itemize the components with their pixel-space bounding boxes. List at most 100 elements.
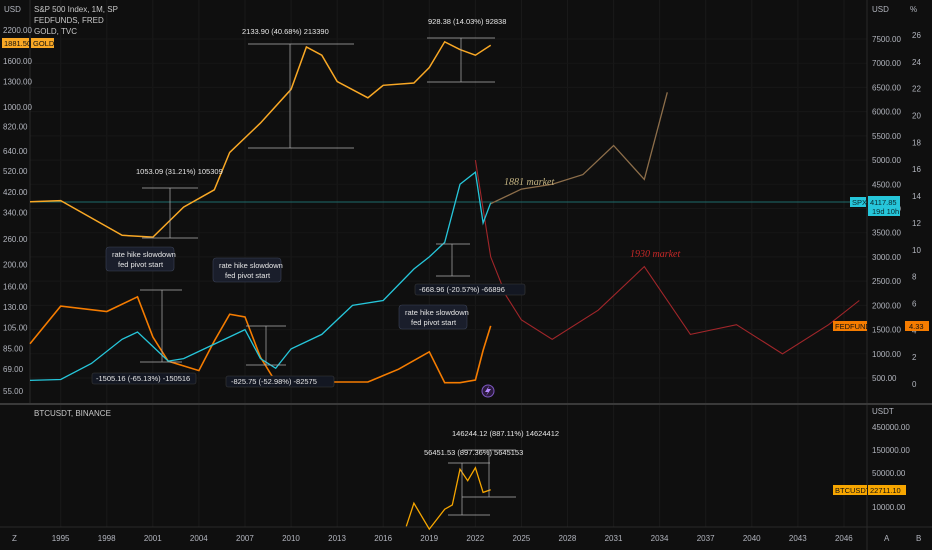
fed-name: FEDFUNDS [835, 322, 876, 331]
pct-tick-label: 10 [912, 246, 921, 255]
x-tick-label: 2025 [512, 534, 530, 543]
x-tick-label: 2007 [236, 534, 254, 543]
left-tick-label: 2200.00 [3, 26, 32, 35]
left-tick-label: 640.00 [3, 147, 28, 156]
x-tick-label: 2046 [835, 534, 853, 543]
btc-tick-label: 50000.00 [872, 469, 906, 478]
projection-1881-label: 1881 market [504, 177, 554, 188]
spx-drop-2-label: -825.75 (-52.98%) -82575 [231, 377, 317, 386]
lightning-glyph [485, 386, 491, 396]
left-tick-label: 1600.00 [3, 57, 32, 66]
spx-name: SPX [852, 198, 867, 207]
x-tick-label: 2016 [374, 534, 392, 543]
spx-drop-1-box [91, 372, 197, 385]
fedfunds-line [29, 295, 492, 384]
pct-tick-label: 12 [912, 219, 921, 228]
pct-tick-label: 16 [912, 165, 921, 174]
fed-value: 4.33 [909, 322, 924, 331]
right-tick-label: 6000.00 [872, 108, 901, 117]
pct-axis-title: % [910, 5, 917, 14]
pct-tick-label: 8 [912, 273, 917, 282]
gold-move-2-label: 2133.90 (40.68%) 213390 [242, 27, 329, 36]
fed-value-badge [905, 321, 929, 331]
right-tick-label: 6500.00 [872, 83, 901, 92]
note-box-1[interactable]: rate hike slowdown fed pivot start [105, 246, 176, 272]
btc-axis-title: USDT [872, 407, 894, 416]
legend-gold[interactable]: GOLD, TVC [34, 27, 77, 36]
pct-tick-label: 26 [912, 31, 921, 40]
spx-value: 4117.85 [870, 198, 897, 207]
right-tick-label: 5000.00 [872, 156, 901, 165]
left-tick-label: 820.00 [3, 123, 28, 132]
right-tick-label: 7500.00 [872, 35, 901, 44]
timezone-button[interactable]: Z [12, 534, 17, 543]
btc-value: 22711.10 [870, 486, 901, 495]
note-2-line2: fed pivot start [225, 271, 271, 280]
x-tick-label: 2031 [605, 534, 623, 543]
btc-value-badge [868, 485, 906, 495]
right-tick-label: 7000.00 [872, 59, 901, 68]
btc-tick-label: 150000.00 [872, 446, 910, 455]
x-tick-label: 2010 [282, 534, 300, 543]
btc-name: BTCUSDT [835, 486, 871, 495]
x-tick-label: 2037 [697, 534, 715, 543]
left-tick-label: 260.00 [3, 235, 28, 244]
spx-countdown: 19d 10h [872, 207, 899, 216]
left-tick-label: 130.00 [3, 303, 28, 312]
gold-name: GOLD [33, 39, 55, 48]
projection-1930-label: 1930 market [630, 249, 680, 260]
right-tick-label: 5500.00 [872, 132, 901, 141]
legend-fedfunds[interactable]: FEDFUNDS, FRED [34, 16, 104, 25]
right-tick-label: 1500.00 [872, 326, 901, 335]
auto-scale-button[interactable]: A [884, 534, 890, 543]
left-tick-label: 105.00 [3, 324, 28, 333]
btc-tick-label: 450000.00 [872, 423, 910, 432]
spx-drop-3-label: -668.96 (-20.57%) -66896 [419, 285, 505, 294]
spx-line [29, 170, 492, 382]
left-tick-label: 420.00 [3, 188, 28, 197]
left-tick-label: 1000.00 [3, 103, 32, 112]
left-tick-label: 200.00 [3, 261, 28, 270]
gold-move-1-label: 1053.09 (31.21%) 105309 [136, 167, 223, 176]
gold-line [29, 40, 492, 238]
settings-button[interactable]: B [916, 534, 921, 543]
gold-value-badge [2, 38, 29, 48]
left-tick-label: 1300.00 [3, 77, 32, 86]
spx-drop-1-label: -1505.16 (-65.13%) -150516 [96, 374, 190, 383]
left-tick-label: 520.00 [3, 167, 28, 176]
note-3-line2: fed pivot start [411, 318, 457, 327]
right-tick-label: 2000.00 [872, 301, 901, 310]
pct-tick-label: 22 [912, 85, 921, 94]
right-tick-label: 500.00 [872, 374, 897, 383]
right-tick-label: 3500.00 [872, 229, 901, 238]
note-box-2[interactable]: rate hike slowdown fed pivot start [212, 257, 283, 283]
x-tick-label: 2028 [559, 534, 577, 543]
note-3-line1: rate hike slowdown [405, 308, 469, 317]
x-tick-label: 2004 [190, 534, 208, 543]
legend-spx[interactable]: S&P 500 Index, 1M, SP [34, 5, 118, 14]
gold-name-badge [31, 38, 54, 48]
right-tick-label: 4500.00 [872, 180, 901, 189]
pct-tick-label: 24 [912, 58, 921, 67]
x-tick-label: 1998 [98, 534, 116, 543]
x-tick-label: 2019 [420, 534, 438, 543]
left-axis-ticks: 2200.00 1600.00 1300.00 1000.00 820.00 640.00… [3, 26, 32, 396]
left-tick-label: 85.00 [3, 344, 24, 353]
left-tick-label: 69.00 [3, 365, 24, 374]
x-tick-label: 2034 [651, 534, 669, 543]
btc-pane-title[interactable]: BTCUSDT, BINANCE [34, 409, 111, 418]
btc-tick-label: 10000.00 [872, 503, 906, 512]
right-tick-label: 1000.00 [872, 350, 901, 359]
note-1-line1: rate hike slowdown [112, 250, 176, 259]
pct-tick-label: 2 [912, 353, 917, 362]
note-2-line1: rate hike slowdown [219, 261, 283, 270]
left-tick-label: 160.00 [3, 282, 28, 291]
left-tick-label: 55.00 [3, 387, 24, 396]
pct-tick-label: 14 [912, 192, 921, 201]
gold-move-3-label: 928.38 (14.03%) 92838 [428, 17, 506, 26]
gold-value: 1881.50 [4, 39, 31, 48]
time-axis-ticks: 1995 1998 2001 2004 2007 2010 2013 2016 2019 2022… [52, 534, 854, 543]
btc-axis-ticks: 450000.00 150000.00 50000.00 10000.00 [872, 423, 910, 512]
note-box-3[interactable]: rate hike slowdown fed pivot start [398, 304, 469, 330]
